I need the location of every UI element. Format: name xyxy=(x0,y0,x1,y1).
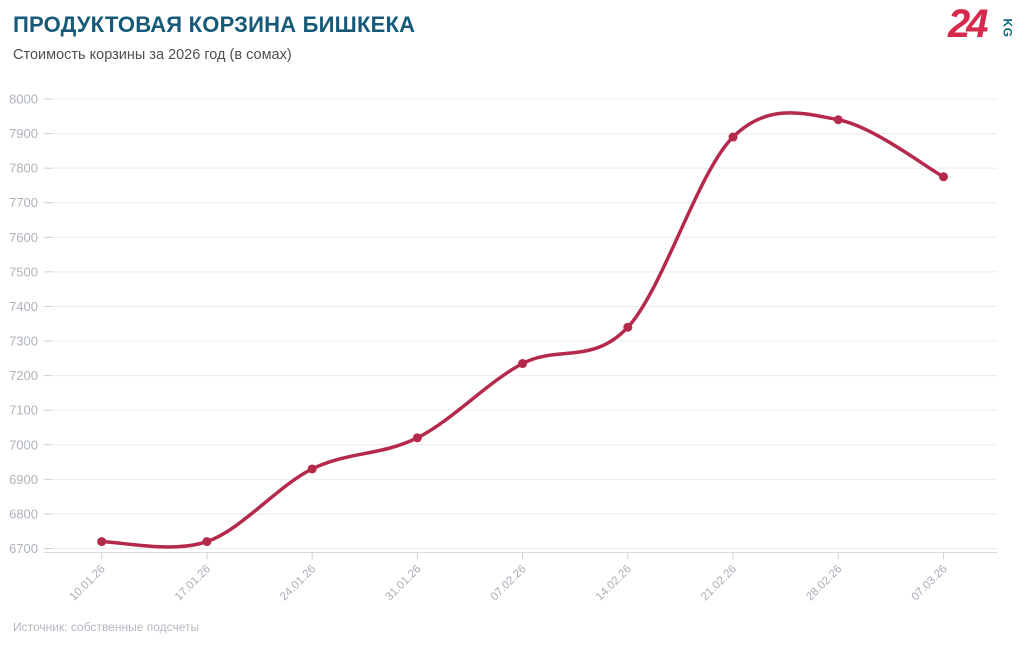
source-note: Источник: собственные подсчеты xyxy=(13,620,200,634)
y-axis-label: 7800 xyxy=(9,161,38,176)
data-point xyxy=(412,433,422,443)
y-axis-label: 7200 xyxy=(9,368,38,383)
y-axis-label: 8000 xyxy=(9,92,38,107)
x-axis-label: 21.02.26 xyxy=(699,563,739,603)
series-line xyxy=(99,111,946,549)
data-point xyxy=(518,359,528,369)
y-axis-label: 7400 xyxy=(9,299,38,314)
logo-kg-text: KG xyxy=(1000,18,1015,38)
y-axis-label: 7100 xyxy=(9,403,38,418)
x-axis-label: 28.02.26 xyxy=(804,563,844,603)
data-point xyxy=(97,537,107,547)
logo-24-text: 24 xyxy=(948,2,988,46)
header: ПРОДУКТОВАЯ КОРЗИНА БИШКЕКА Стоимость ко… xyxy=(13,12,1007,63)
x-axis-label: 17.01.26 xyxy=(173,563,213,603)
data-point xyxy=(728,132,738,142)
chart-subtitle: Стоимость корзины за 2026 год (в сомах) xyxy=(13,47,292,63)
data-point xyxy=(202,537,212,547)
x-axis-label: 07.03.26 xyxy=(909,563,949,603)
x-axis-label: 24.01.26 xyxy=(278,563,318,603)
y-axis-label: 7900 xyxy=(9,126,38,141)
x-axis-label: 31.01.26 xyxy=(383,563,423,603)
y-axis-label: 7000 xyxy=(9,437,38,452)
data-point xyxy=(623,322,633,332)
y-axis-label: 7300 xyxy=(9,334,38,349)
data-point xyxy=(939,172,948,182)
y-axis-label: 7500 xyxy=(9,264,38,279)
y-axis-label: 6900 xyxy=(9,472,38,487)
x-axis-label: 14.02.26 xyxy=(594,563,634,603)
data-point xyxy=(833,115,843,125)
y-axis-label: 7600 xyxy=(9,230,38,245)
data-point xyxy=(307,464,317,474)
x-axis-label: 10.01.26 xyxy=(68,563,108,603)
y-axis-label: 6800 xyxy=(9,506,38,521)
y-axis-label: 6700 xyxy=(9,541,38,556)
page-title: ПРОДУКТОВАЯ КОРЗИНА БИШКЕКА xyxy=(13,12,416,37)
logo-24kg: 24 KG xyxy=(948,0,1018,50)
x-axis-label: 07.02.26 xyxy=(489,563,529,603)
y-axis-label: 7700 xyxy=(9,195,38,210)
